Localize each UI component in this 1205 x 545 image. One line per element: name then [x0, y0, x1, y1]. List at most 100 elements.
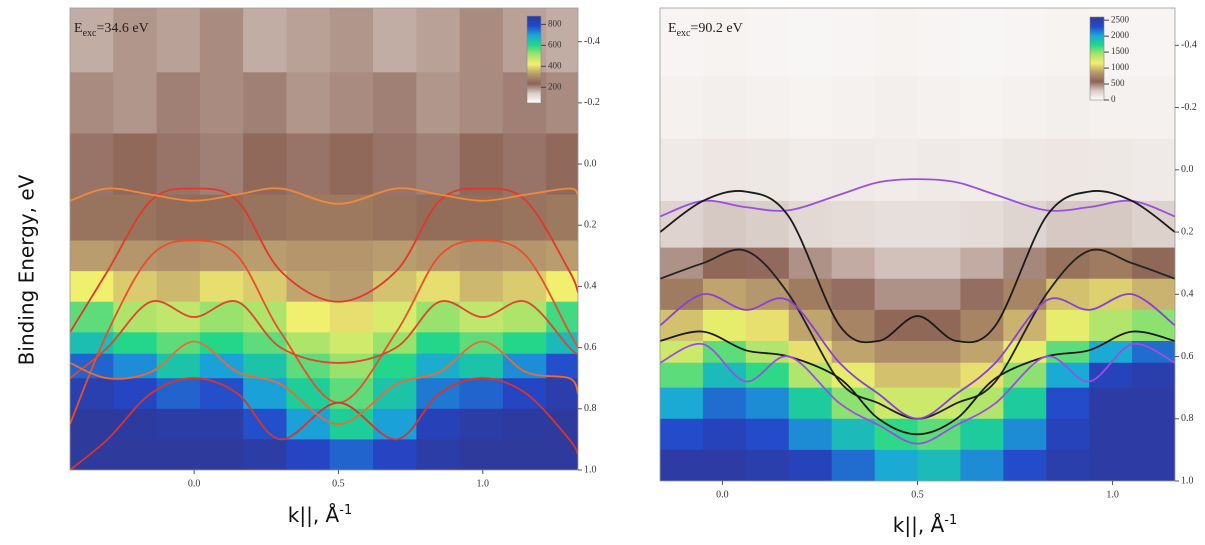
heatmap-cell	[1046, 76, 1090, 140]
heatmap-cell	[831, 200, 876, 249]
heatmap-cell	[70, 72, 114, 134]
heatmap-cell	[1046, 309, 1090, 342]
heatmap-cell	[660, 418, 704, 451]
heatmap-cell	[874, 76, 918, 140]
heatmap-cell	[1003, 449, 1047, 481]
heatmap-cell	[1132, 449, 1175, 481]
x-tick-label: 1.0	[477, 478, 490, 489]
heatmap-cell	[502, 240, 547, 272]
heatmap-cell	[113, 439, 158, 470]
heatmap-cell	[1132, 340, 1175, 364]
heatmap-cell	[1132, 418, 1175, 451]
x-tick-label: 0.0	[188, 478, 201, 489]
heatmap-cell	[1132, 387, 1175, 420]
heatmap-cell	[874, 340, 918, 364]
heatmap-cell	[1132, 8, 1175, 77]
annotation-main: E	[668, 21, 677, 36]
heatmap-cell	[788, 76, 833, 140]
y-tick-label: 0.4	[584, 281, 597, 292]
band-line	[70, 300, 578, 379]
heatmap-cell	[917, 362, 961, 389]
heatmap-cell	[546, 8, 578, 73]
heatmap-cell	[156, 408, 201, 440]
y-tick-label: 0.4	[1181, 289, 1194, 300]
heatmap-cell	[156, 353, 201, 379]
colorbar-tick-label: 1500	[1111, 46, 1130, 56]
y-tick-label: 0.6	[1181, 351, 1194, 362]
heatmap-cell	[1089, 340, 1133, 364]
band-line	[660, 190, 1175, 344]
heatmap-cell	[1046, 138, 1090, 202]
heatmap-cell	[546, 408, 578, 440]
colorbar-tick-label: 500	[1111, 78, 1125, 88]
heatmap-cell	[1003, 76, 1047, 140]
heatmap-cell	[660, 138, 704, 202]
heatmap-cell	[199, 8, 244, 73]
heatmap-cell	[1089, 387, 1133, 420]
heatmap-cell	[831, 418, 876, 451]
heatmap-cell	[702, 387, 747, 420]
heatmap-cell	[1132, 309, 1175, 342]
heatmap-cell	[1132, 362, 1175, 389]
heatmap-cell	[831, 340, 876, 364]
heatmap-cell	[113, 353, 158, 379]
annotation: Eexc=90.2 eV	[668, 21, 743, 39]
y-tick-label: 0.0	[584, 158, 597, 169]
annotation-main: E	[74, 21, 83, 36]
heatmap-cell	[243, 8, 287, 73]
heatmap-cell	[199, 271, 244, 303]
heatmap-cell	[788, 418, 833, 451]
heatmap-cell	[459, 133, 504, 196]
heatmap-cell	[1046, 278, 1090, 311]
plot-area	[660, 8, 1175, 481]
heatmap-cell	[459, 271, 504, 303]
heatmap-cell	[459, 240, 504, 272]
heatmap-cell	[459, 408, 504, 440]
heatmap-cell	[788, 8, 833, 77]
heatmap-cell	[243, 194, 287, 242]
heatmap-cell	[702, 200, 747, 249]
colorbar-tick-label: 200	[548, 81, 562, 91]
heatmap-cell	[702, 76, 747, 140]
heatmap-cell	[917, 76, 961, 140]
heatmap-cell	[502, 194, 547, 242]
heatmap-cell	[1089, 449, 1133, 481]
heatmap-cell	[502, 133, 547, 196]
heatmap-cell	[113, 271, 158, 303]
heatmap-cell	[660, 8, 704, 77]
heatmap-cell	[745, 387, 790, 420]
band-line	[70, 340, 578, 426]
x-tick-label: 1.0	[1106, 489, 1119, 500]
heatmap-cell	[416, 133, 461, 196]
heatmap-cell	[113, 8, 158, 73]
heatmap-cell	[416, 72, 461, 134]
heatmap-cell	[1046, 247, 1090, 280]
heatmap-cell	[329, 8, 374, 73]
heatmap-cell	[199, 133, 244, 196]
heatmap-cell	[329, 271, 374, 303]
heatmap-cell	[702, 449, 747, 481]
heatmap-cell	[745, 247, 790, 280]
heatmap-cell	[831, 278, 876, 311]
colorbar-tick-label: 1000	[1111, 62, 1130, 72]
annotation-sub: exc	[677, 28, 691, 39]
y-tick-label: 1.0	[584, 464, 597, 475]
heatmap-cell	[960, 278, 1004, 311]
annotation-rest: =90.2 eV	[690, 21, 742, 36]
heatmap-cell	[156, 72, 201, 134]
heatmap-cell	[917, 138, 961, 202]
heatmap-cell	[459, 72, 504, 134]
heatmap-cell	[199, 194, 244, 242]
heatmap-cell	[960, 387, 1004, 420]
heatmap-cell	[960, 309, 1004, 342]
heatmap-cell	[373, 378, 417, 410]
annotation: Eexc=34.6 eV	[74, 21, 149, 39]
heatmap-cell	[960, 200, 1004, 249]
y-tick-label: -0.4	[1181, 40, 1197, 51]
heatmap-cell	[660, 387, 704, 420]
heatmap-cell	[874, 200, 918, 249]
heatmap-cell	[702, 418, 747, 451]
colorbar-tick-label: 400	[548, 60, 562, 70]
heatmap-cell	[917, 449, 961, 481]
heatmap-cell	[660, 278, 704, 311]
